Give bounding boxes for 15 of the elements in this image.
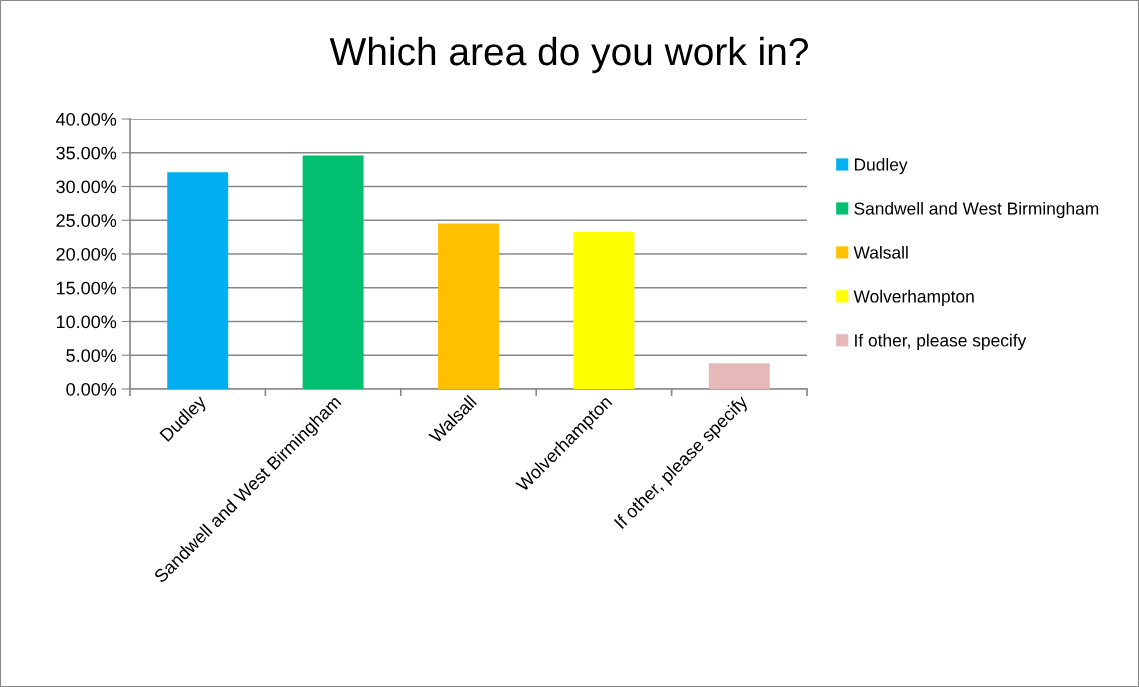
y-tick-label: 10.00% [56, 315, 117, 329]
legend-label: If other, please specify [855, 333, 1027, 351]
y-tick-label: 5.00% [66, 349, 117, 362]
legend-label: Dudley [854, 157, 908, 175]
y-tick-label: 15.00% [56, 281, 117, 295]
legend-label: Sandwell and West Birmingham [854, 201, 1099, 219]
y-tick-label: 40.00% [55, 112, 117, 126]
y-tick-label: 0.00% [66, 382, 117, 396]
y-tick-label: 35.00% [56, 146, 117, 160]
y-tick-label: 25.00% [56, 214, 117, 227]
chart-title: Which area do you work in? [329, 36, 808, 74]
y-tick-label: 30.00% [56, 180, 117, 194]
legend-label: Wolverhampton [853, 289, 974, 307]
y-tick-label: 20.00% [56, 247, 117, 261]
legend-label: Walsall [853, 245, 908, 259]
